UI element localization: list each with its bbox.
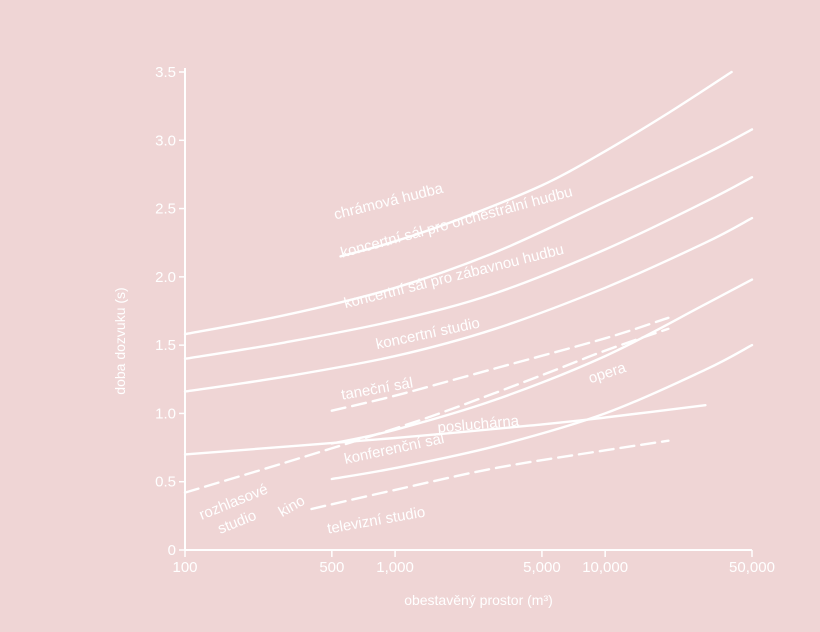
series-line-3 [183,216,754,393]
series-label-7: posluchárna [437,412,521,436]
series-line-1 [183,128,754,336]
y-tick-label: 0 [168,542,176,559]
y-tick-label: 3.0 [155,132,176,149]
y-tick-label: 1.0 [155,405,176,422]
y-axis-label: doba dozvuku (s) [112,287,128,394]
x-tick-label: 10,000 [582,559,628,576]
series-line-2 [183,176,754,360]
y-tick-label: 0.5 [155,474,176,491]
series-line-0 [339,70,733,258]
series-line-8 [330,343,754,481]
series-label-6: opera [586,359,628,387]
x-tick-label: 1,000 [376,559,414,576]
y-tick-label: 2.5 [155,201,176,218]
series-label-8: konferenční sál [343,430,446,468]
series-lines [183,70,754,511]
series-label-5: rozhlasovéstudio [197,481,278,542]
series-label-0: chrámová hudba [332,180,445,224]
x-tick-label: 500 [319,559,344,576]
series-line-9 [310,439,670,511]
x-tick-label: 50,000 [729,559,775,576]
series-line-4 [330,316,670,412]
series-line-5 [183,327,670,494]
y-tick-label: 1.5 [155,337,176,354]
axis-ticks: 0 0.5 1.0 1.5 2.0 2.5 3.0 3.5 100 500 1,000 5,000 10… [155,64,775,576]
series-line-7 [183,404,707,456]
x-tick-label: 5,000 [523,559,561,576]
x-tick-label: 100 [172,559,197,576]
y-tick-label: 3.5 [155,64,176,81]
y-tick-label: 2.0 [155,269,176,286]
series-line-6 [330,278,754,445]
x-axis-label: obestavěný prostor (m³) [404,592,553,608]
axes [184,68,752,551]
series-label-10: televizní studio [326,504,427,538]
series-label-9: kino [276,492,308,520]
